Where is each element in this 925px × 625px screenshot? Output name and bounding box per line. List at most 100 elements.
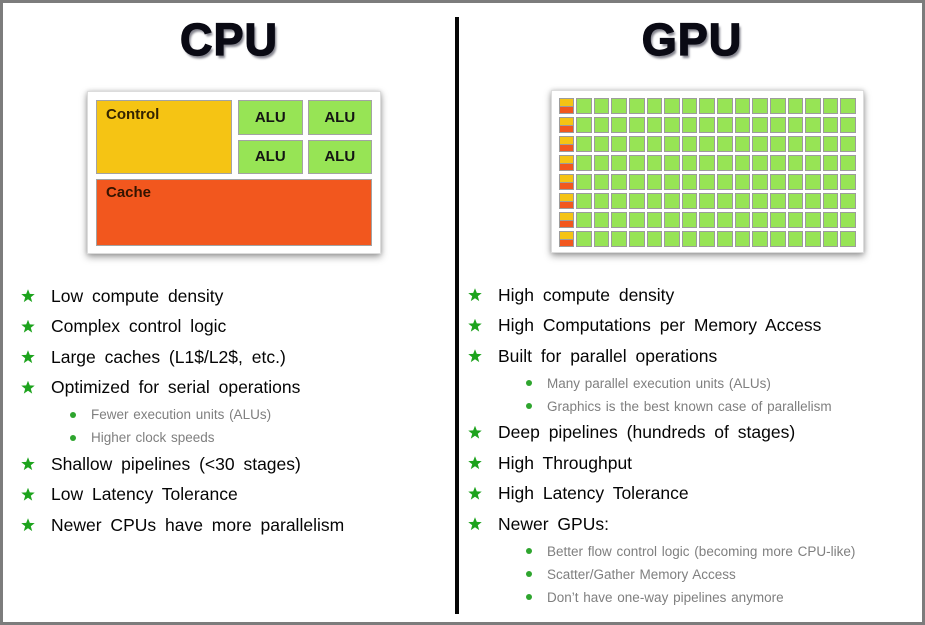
bullet-text: Newer CPUs have more parallelism: [51, 514, 345, 535]
gpu-cache-half: [560, 144, 573, 151]
gpu-control-half: [560, 156, 573, 164]
gpu-alu-cell: [628, 136, 645, 152]
gpu-control-half: [560, 232, 573, 240]
cpu-alu-block: ALU: [307, 139, 372, 174]
gpu-alu-cell: [769, 231, 786, 247]
bullet-item: High Computations per Memory Access: [459, 311, 922, 342]
gpu-core-row: [559, 98, 856, 114]
gpu-core-row: [559, 174, 856, 190]
green-star-icon: [468, 456, 482, 470]
gpu-control-half: [560, 213, 573, 221]
gpu-alu-cell: [646, 174, 663, 190]
gpu-architecture-diagram: [551, 90, 864, 253]
green-star-icon: [468, 318, 482, 332]
bullet-text: Complex control logic: [51, 316, 227, 337]
green-star-icon: [21, 380, 35, 394]
gpu-core-row: [559, 136, 856, 152]
bullet-text: High Latency Tolerance: [498, 483, 689, 504]
bullet-text: Don’t have one-way pipelines anymore: [547, 589, 784, 605]
dot-bullet-icon: [524, 380, 547, 386]
cpu-control-block: Control: [96, 100, 232, 174]
gpu-alu-cell: [717, 136, 733, 152]
bullet-item: High compute density: [459, 280, 922, 311]
green-dot-icon: [70, 434, 76, 441]
gpu-core-row: [559, 231, 856, 247]
bullet-text: Low Latency Tolerance: [51, 484, 238, 505]
gpu-alu-cell: [646, 212, 663, 228]
gpu-alu-cell: [805, 117, 821, 133]
gpu-alu-cell: [752, 136, 768, 152]
gpu-alu-cell: [664, 117, 680, 133]
gpu-alu-cell: [646, 193, 663, 209]
bullet-text: High compute density: [498, 284, 675, 305]
gpu-alu-cell: [752, 98, 768, 114]
star-bullet-icon: [21, 487, 51, 502]
gpu-alu-cell: [576, 155, 592, 171]
green-dot-icon: [526, 594, 532, 600]
gpu-alu-cell: [628, 174, 645, 190]
gpu-alu-cell: [593, 174, 610, 190]
green-star-icon: [468, 517, 482, 531]
gpu-alu-cell: [681, 155, 698, 171]
gpu-alu-cell: [840, 231, 856, 247]
bullet-item: Large caches (L1$/L2$, etc.): [3, 342, 455, 373]
gpu-core-row: [559, 193, 856, 209]
gpu-alu-cell: [699, 193, 715, 209]
gpu-alu-cell: [840, 193, 856, 209]
gpu-alu-cell: [681, 231, 698, 247]
gpu-core-row: [559, 212, 856, 228]
gpu-alu-cell: [769, 98, 786, 114]
gpu-alu-cell: [664, 212, 680, 228]
gpu-bullet-list: High compute density High Computations pe…: [459, 280, 922, 609]
gpu-title: GPU: [641, 13, 743, 65]
star-bullet-icon: [468, 456, 498, 470]
star-bullet-icon: [21, 319, 51, 334]
gpu-alu-cell: [664, 174, 680, 190]
gpu-control-half: [560, 99, 573, 107]
gpu-alu-cell: [769, 212, 786, 228]
dot-bullet-icon: [524, 594, 547, 600]
star-bullet-icon: [21, 350, 51, 364]
gpu-control-cache-cell: [559, 136, 574, 152]
star-bullet-icon: [468, 349, 498, 363]
gpu-alu-cell: [628, 155, 645, 171]
gpu-alu-cell: [646, 136, 663, 152]
gpu-alu-cell: [840, 212, 856, 228]
gpu-alu-cell: [628, 117, 645, 133]
gpu-alu-cell: [787, 193, 804, 209]
green-star-icon: [21, 457, 35, 471]
bullet-text: Higher clock speeds: [91, 430, 215, 445]
gpu-alu-cell: [699, 117, 715, 133]
gpu-alu-cell: [628, 231, 645, 247]
gpu-alu-cell: [576, 136, 592, 152]
cpu-title: CPU: [179, 13, 278, 65]
star-bullet-icon: [468, 425, 498, 440]
gpu-control-half: [560, 118, 573, 126]
bullet-text: Better flow control logic (becoming more…: [547, 543, 856, 559]
gpu-core-row: [559, 117, 856, 133]
gpu-alu-cell: [576, 117, 592, 133]
green-dot-icon: [526, 571, 532, 577]
gpu-alu-cell: [752, 174, 768, 190]
gpu-alu-cell: [717, 212, 733, 228]
green-star-icon: [21, 289, 35, 303]
gpu-alu-cell: [593, 155, 610, 171]
gpu-alu-cell: [576, 212, 592, 228]
bullet-text: Low compute density: [51, 285, 224, 306]
gpu-alu-cell: [734, 231, 751, 247]
gpu-alu-cell: [699, 155, 715, 171]
green-star-icon: [21, 487, 35, 501]
green-star-icon: [21, 319, 35, 333]
gpu-alu-cell: [681, 193, 698, 209]
gpu-cache-half: [560, 163, 573, 170]
bullet-text: High Throughput: [498, 452, 633, 473]
bullet-item: Shallow pipelines (<30 stages): [3, 449, 455, 480]
gpu-alu-cell: [593, 98, 610, 114]
gpu-alu-cell: [840, 98, 856, 114]
gpu-alu-cell: [769, 174, 786, 190]
cpu-diagram-top-row: Control ALU ALU ALU ALU: [96, 100, 372, 174]
gpu-alu-cell: [593, 136, 610, 152]
gpu-alu-cell: [628, 212, 645, 228]
gpu-alu-cell: [611, 136, 627, 152]
gpu-alu-cell: [752, 117, 768, 133]
